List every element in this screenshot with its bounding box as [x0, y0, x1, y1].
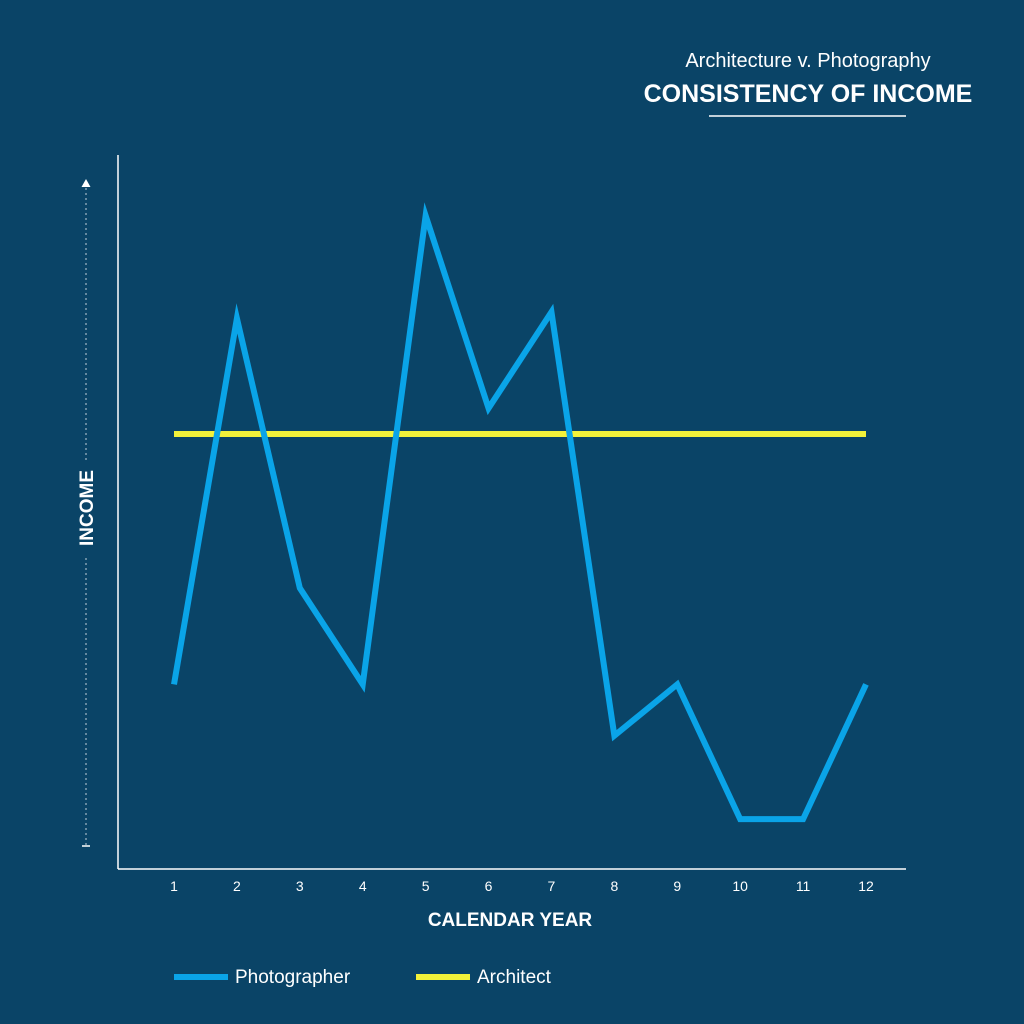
x-tick-label: 2 — [233, 878, 241, 894]
x-tick-label: 7 — [548, 878, 556, 894]
legend-label-architect: Architect — [477, 967, 552, 988]
x-tick-label: 6 — [485, 878, 493, 894]
legend: Photographer Architect — [174, 967, 552, 988]
x-tick-label: 3 — [296, 878, 304, 894]
legend-label-photographer: Photographer — [235, 967, 351, 988]
x-tick-label: 9 — [673, 878, 681, 894]
x-tick-label: 10 — [732, 878, 748, 894]
x-tick-label: 1 — [170, 878, 178, 894]
x-tick-labels: 1 2 3 4 5 6 7 8 9 10 11 12 — [170, 878, 874, 894]
series-line-photographer — [171, 202, 869, 823]
x-tick-label: 4 — [359, 878, 367, 894]
x-tick-label: 5 — [422, 878, 430, 894]
x-tick-label: 11 — [796, 878, 811, 894]
x-tick-label: 8 — [610, 878, 618, 894]
y-axis-label: INCOME — [77, 470, 98, 546]
chart-title: CONSISTENCY OF INCOME — [644, 80, 973, 108]
x-tick-label: 12 — [858, 878, 874, 894]
x-axis-label: CALENDAR YEAR — [428, 910, 593, 931]
chart-subtitle: Architecture v. Photography — [685, 50, 930, 72]
income-arrowhead-icon — [81, 179, 91, 187]
series-layer — [171, 202, 869, 823]
